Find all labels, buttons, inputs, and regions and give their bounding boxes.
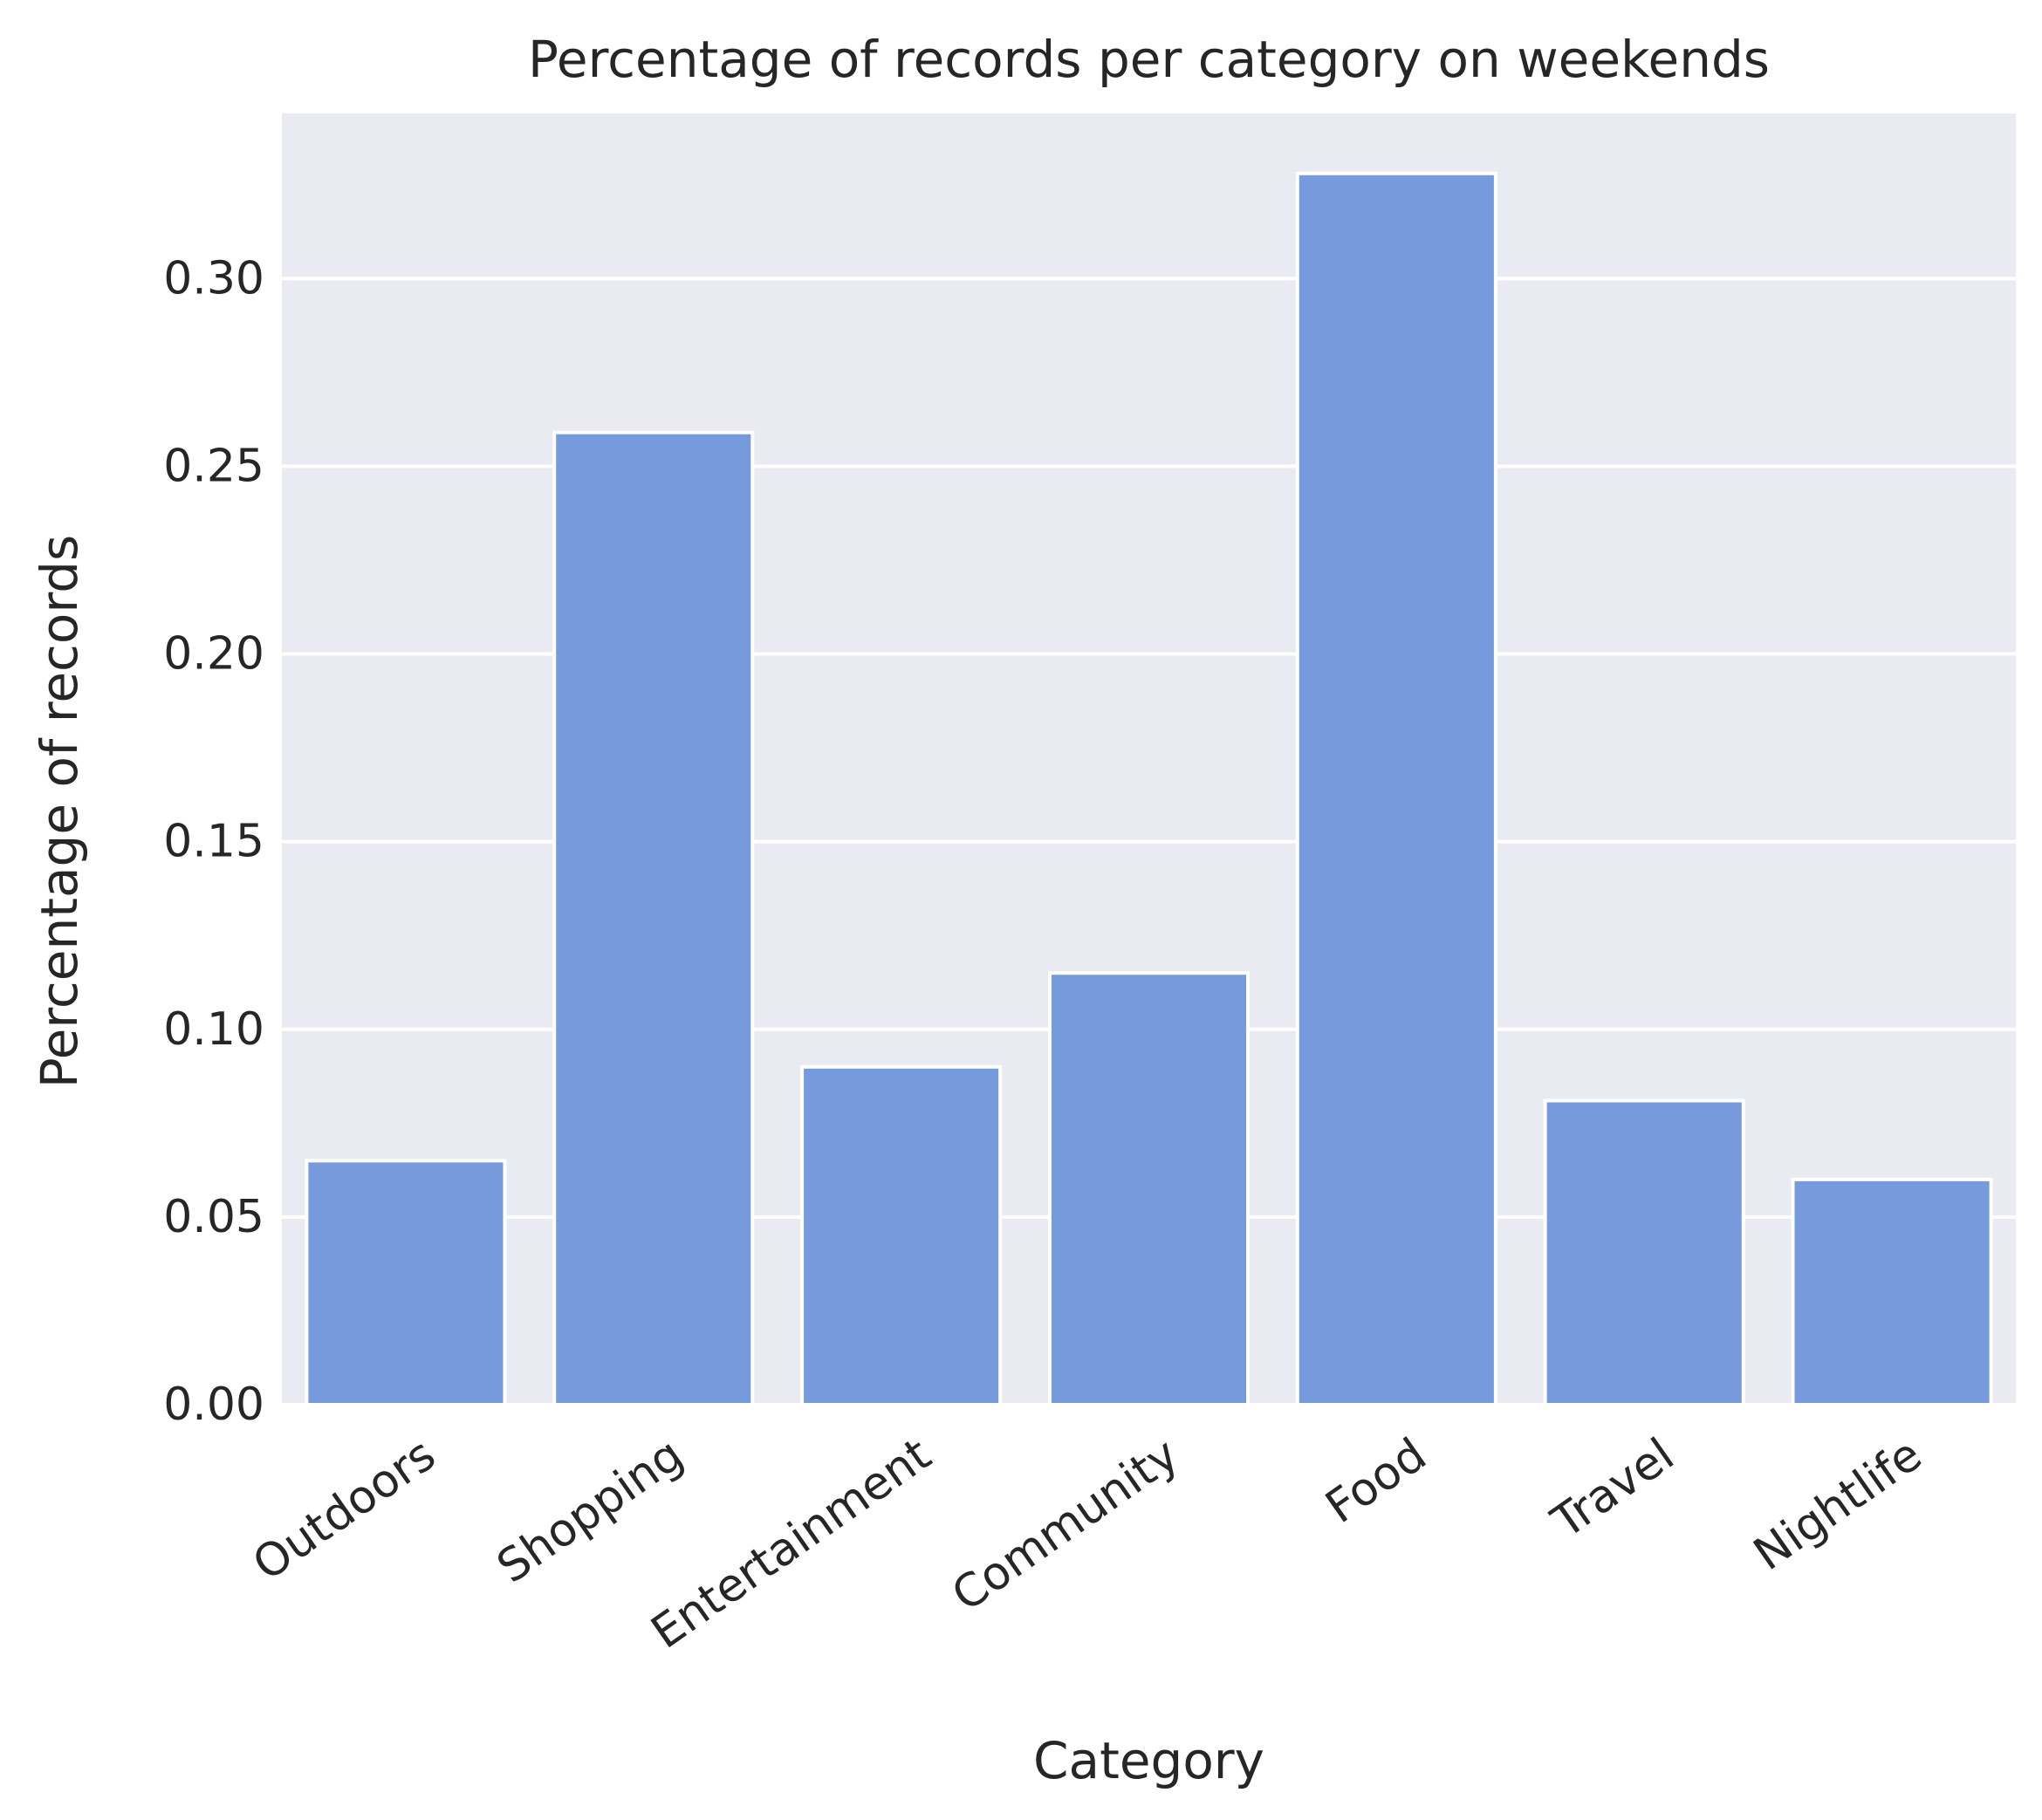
bar-food xyxy=(1295,171,1497,1407)
bar-community xyxy=(1047,971,1251,1406)
bar-nightlife xyxy=(1791,1177,1993,1406)
x-tick-label: Outdoors xyxy=(243,1428,445,1591)
y-tick-label: 0.20 xyxy=(163,628,264,681)
y-tick-label: 0.00 xyxy=(163,1379,264,1431)
bar-travel xyxy=(1543,1098,1745,1406)
chart-title: Percentage of records per category on we… xyxy=(528,30,1770,89)
y-tick-label: 0.10 xyxy=(163,1003,264,1056)
y-tick-label: 0.30 xyxy=(163,252,264,304)
bars xyxy=(305,171,1993,1407)
x-tick-label: Travel xyxy=(1542,1428,1683,1549)
x-tick-label: Nightlife xyxy=(1744,1428,1931,1581)
y-tick-label: 0.15 xyxy=(163,816,264,868)
y-axis-label: Percentage of records xyxy=(30,535,89,1089)
x-axis-label: Category xyxy=(1033,1731,1264,1790)
bar-entertainment xyxy=(800,1064,1003,1406)
x-tick-label: Shopping xyxy=(488,1428,692,1593)
x-tick-label: Community xyxy=(943,1428,1189,1622)
y-tick-label: 0.25 xyxy=(163,440,264,492)
bar-outdoors xyxy=(305,1159,507,1407)
y-tick-label: 0.05 xyxy=(163,1191,264,1243)
y-axis-ticks: 0.00 0.05 0.10 0.15 0.20 0.25 0.30 xyxy=(163,252,264,1431)
x-tick-label: Food xyxy=(1317,1428,1436,1534)
bar-shopping xyxy=(552,430,755,1407)
